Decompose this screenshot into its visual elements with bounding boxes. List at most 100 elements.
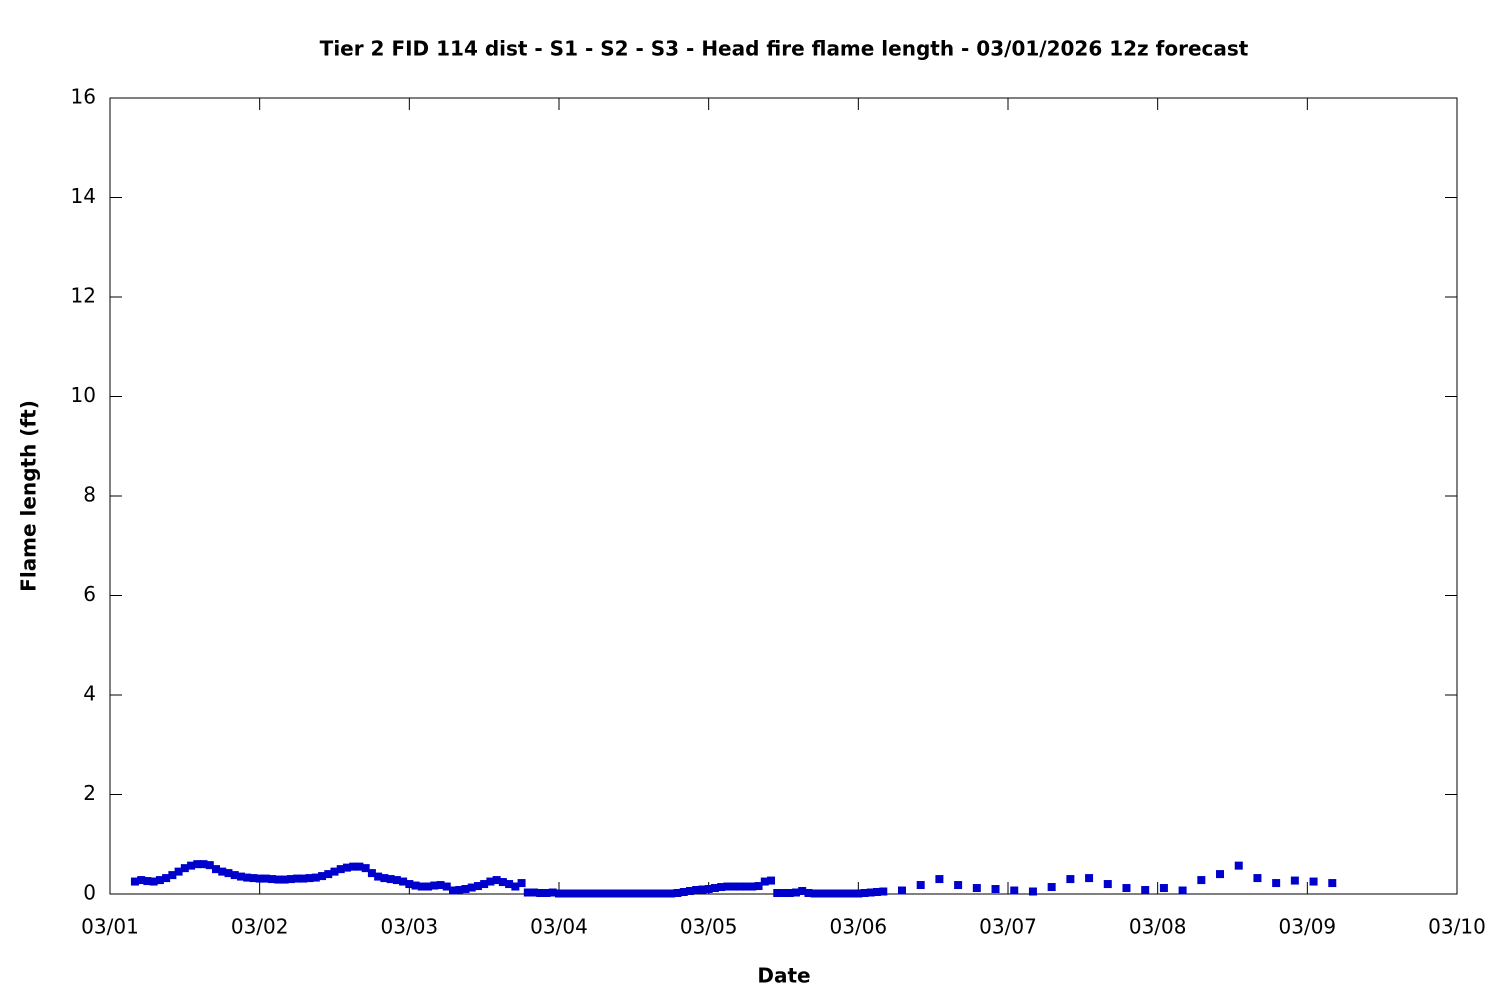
point xyxy=(754,882,763,891)
point xyxy=(367,869,376,878)
point xyxy=(349,862,358,871)
point xyxy=(648,889,657,898)
point xyxy=(498,878,507,887)
point xyxy=(286,875,295,884)
point xyxy=(598,889,607,898)
point xyxy=(1290,876,1299,885)
point xyxy=(779,889,788,898)
point xyxy=(480,880,489,889)
point xyxy=(355,862,364,871)
point xyxy=(168,871,177,880)
point xyxy=(243,873,252,882)
point xyxy=(261,874,270,883)
point xyxy=(205,861,214,870)
point xyxy=(268,875,277,884)
point xyxy=(523,888,532,897)
point xyxy=(473,882,482,891)
plot-frame xyxy=(109,97,1458,895)
point xyxy=(1066,875,1075,884)
point xyxy=(1197,876,1206,885)
point xyxy=(486,877,495,886)
point xyxy=(679,888,688,897)
point xyxy=(155,876,164,885)
y-axis-label: Flame length (ft) xyxy=(17,400,41,592)
point xyxy=(835,889,844,898)
point xyxy=(897,886,906,895)
point xyxy=(149,877,158,886)
point xyxy=(517,879,526,888)
point xyxy=(255,874,264,883)
point xyxy=(342,863,351,872)
point xyxy=(717,883,726,892)
point xyxy=(1272,879,1281,888)
point xyxy=(698,885,707,894)
chart-title: Tier 2 FID 114 dist - S1 - S2 - S3 - Hea… xyxy=(320,37,1249,61)
y-tick-label: 10 xyxy=(71,383,96,407)
point xyxy=(236,872,245,881)
y-tick-label: 14 xyxy=(71,184,96,208)
point xyxy=(823,889,832,898)
point xyxy=(280,875,289,884)
point xyxy=(249,874,258,883)
point xyxy=(230,871,239,880)
point xyxy=(411,881,420,890)
point xyxy=(742,882,751,891)
point xyxy=(636,889,645,898)
point xyxy=(1028,887,1037,896)
point xyxy=(1141,886,1150,895)
point xyxy=(804,889,813,898)
point xyxy=(324,870,333,879)
point xyxy=(224,869,233,878)
point xyxy=(399,877,408,886)
point xyxy=(374,872,383,881)
point xyxy=(661,889,670,898)
point xyxy=(330,867,339,876)
point xyxy=(137,876,146,885)
y-tick-label: 8 xyxy=(83,483,96,507)
y-tick-label: 16 xyxy=(71,85,96,109)
point xyxy=(866,888,875,897)
point xyxy=(729,882,738,891)
point xyxy=(417,882,426,891)
point xyxy=(972,884,981,893)
point xyxy=(573,889,582,898)
point xyxy=(1178,886,1187,895)
point xyxy=(735,882,744,891)
point xyxy=(654,889,663,898)
point xyxy=(492,876,501,885)
x-tick-label: 03/01 xyxy=(81,915,139,939)
point xyxy=(854,889,863,898)
point xyxy=(1159,884,1168,893)
point xyxy=(436,881,445,890)
point xyxy=(311,873,320,882)
point xyxy=(455,886,464,895)
point xyxy=(361,864,370,873)
point xyxy=(816,889,825,898)
point xyxy=(791,888,800,897)
point xyxy=(274,875,283,884)
point xyxy=(848,889,857,898)
point xyxy=(555,889,563,898)
point xyxy=(773,889,782,898)
point xyxy=(1122,884,1131,893)
point xyxy=(841,889,850,898)
x-tick-label: 03/08 xyxy=(1129,915,1187,939)
point xyxy=(991,885,1000,894)
y-tick-label: 6 xyxy=(83,582,96,606)
point xyxy=(386,875,395,884)
point xyxy=(1085,874,1094,883)
x-tick-label: 03/10 xyxy=(1428,915,1486,939)
point xyxy=(685,887,694,896)
point xyxy=(798,887,807,896)
point xyxy=(1047,883,1056,892)
point xyxy=(218,867,227,876)
point xyxy=(567,889,576,898)
point xyxy=(935,875,944,884)
point xyxy=(530,888,539,897)
point xyxy=(879,887,888,896)
point xyxy=(916,881,925,890)
point xyxy=(592,889,601,898)
point xyxy=(1328,879,1337,888)
